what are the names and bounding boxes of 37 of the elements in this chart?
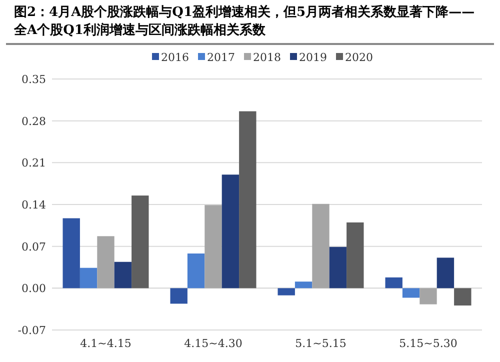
legend-label: 2016 [161, 51, 189, 64]
bar [454, 288, 472, 306]
bar [114, 262, 132, 288]
legend-label: 2019 [299, 51, 327, 64]
y-tick-label: 0.21 [22, 156, 46, 170]
bar [187, 254, 205, 288]
bar [402, 288, 420, 298]
legend-label: 2017 [207, 51, 235, 64]
y-tick-label: 0.14 [22, 198, 46, 212]
chart-title: 图2：4月A股个股涨跌幅与Q1盈利增速相关，但5月两者相关系数显著下降——全A个股Q1利润增速与区间涨跌幅相关系数 [6, 0, 494, 45]
bar [329, 246, 347, 288]
bar [97, 236, 114, 288]
x-tick-label: 5.1~5.15 [295, 337, 346, 350]
bar [222, 174, 240, 288]
bar [132, 196, 149, 288]
legend-label: 2018 [253, 51, 281, 64]
bar [170, 288, 188, 304]
legend-label: 2020 [345, 51, 373, 64]
bar [436, 258, 454, 288]
bar [346, 222, 364, 288]
bar [385, 277, 402, 288]
x-tick-label: 4.1~4.15 [80, 337, 132, 350]
bar [278, 288, 295, 296]
bar [312, 204, 330, 288]
bar [239, 111, 256, 288]
y-tick-label: 0.28 [22, 114, 46, 128]
x-tick-label: 4.15~4.30 [184, 337, 242, 350]
x-tick-label: 5.15~5.30 [399, 337, 458, 350]
bar [294, 282, 312, 288]
bar [420, 288, 437, 304]
y-tick-label: 0.00 [22, 282, 46, 296]
y-tick-label: -0.07 [18, 324, 46, 337]
bar [204, 205, 222, 288]
y-tick-label: 0.07 [22, 240, 46, 254]
bar [62, 218, 80, 288]
y-tick-label: 0.35 [22, 73, 46, 86]
bar [80, 268, 98, 288]
